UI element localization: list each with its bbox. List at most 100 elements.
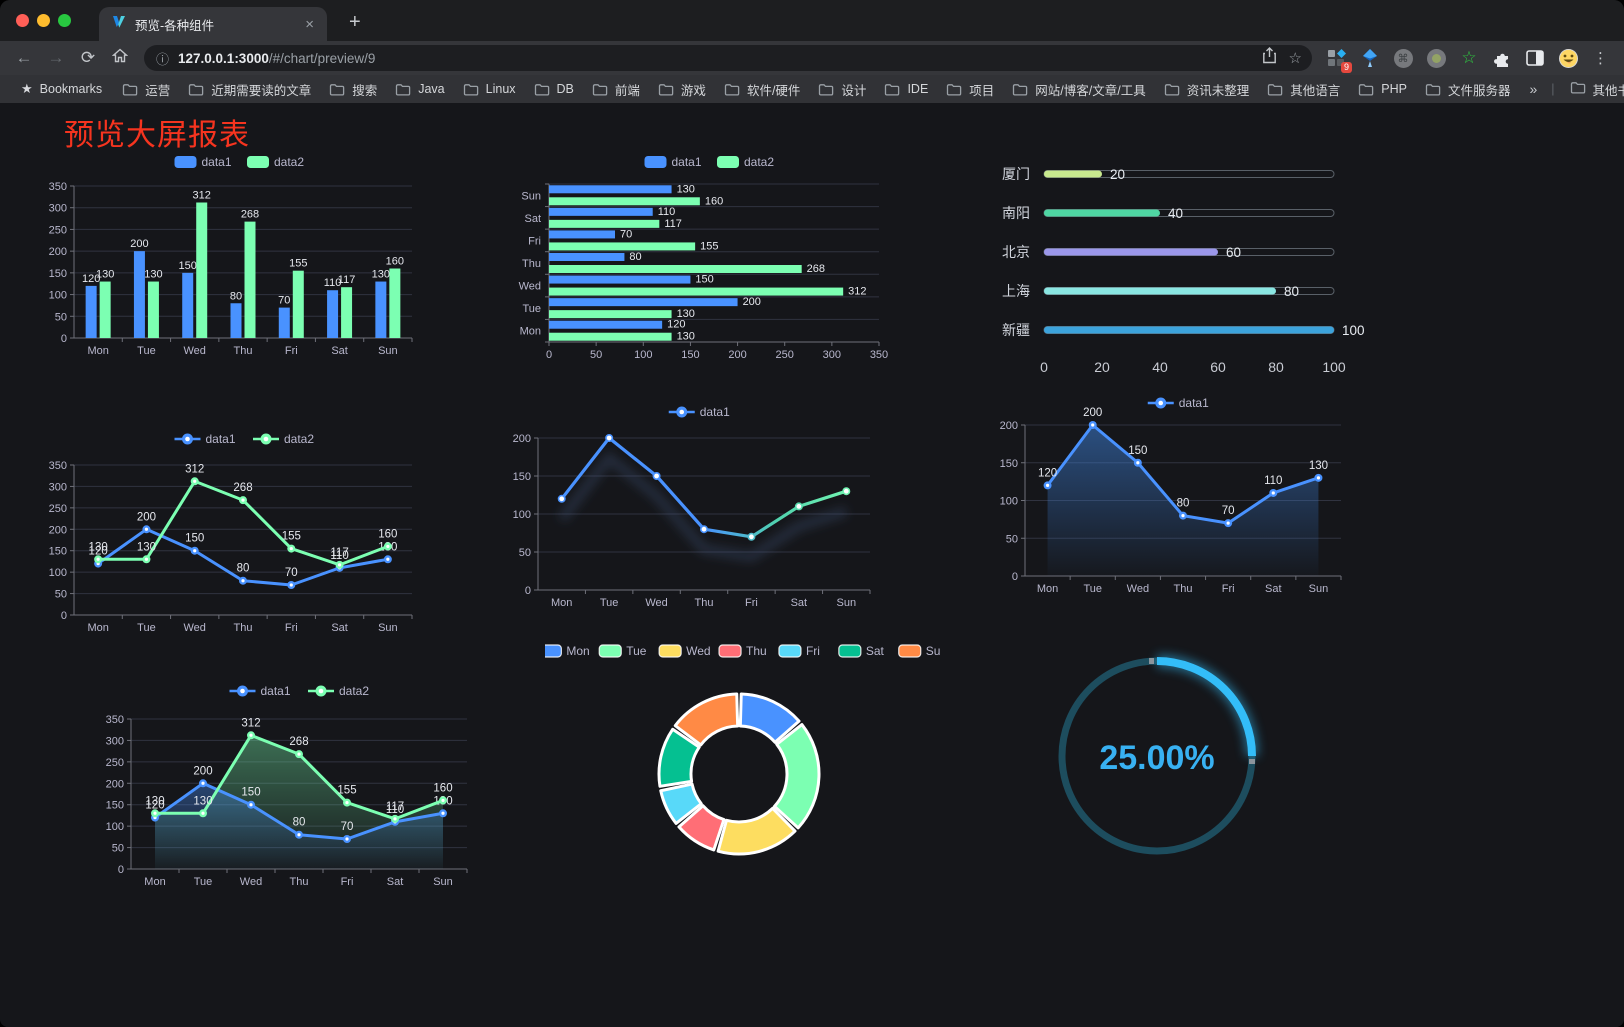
traffic-lights (0, 0, 85, 41)
bookmark-folder[interactable]: 近期需要读的文章 (179, 78, 320, 100)
browser-tab[interactable]: 预览-各种组件 × (99, 7, 327, 41)
svg-text:100: 100 (49, 290, 67, 302)
bookmarks-manager-item[interactable]: ★ Bookmarks (12, 78, 111, 100)
svg-text:268: 268 (289, 736, 308, 748)
bookmark-folder[interactable]: Linux (454, 78, 525, 100)
dual-area-chart: data1 data2 0 50 100 150 200 250 300 350 Mon Tue Wed… (95, 675, 475, 895)
bookmark-folder[interactable]: 搜索 (320, 78, 386, 100)
svg-text:Sun: Sun (926, 644, 940, 658)
svg-text:Wed: Wed (686, 644, 710, 658)
svg-text:data1: data1 (206, 432, 236, 446)
other-bookmarks-folder[interactable]: 其他书签 (1561, 78, 1624, 100)
reload-icon[interactable]: ⟳ (80, 48, 96, 67)
url-text[interactable]: 127.0.0.1:3000/#/chart/preview/9 (178, 51, 1262, 66)
bookmark-folder[interactable]: 软件/硬件 (715, 78, 809, 100)
new-tab-button[interactable]: + (349, 10, 361, 33)
svg-text:100: 100 (1342, 323, 1365, 338)
svg-text:data2: data2 (284, 432, 314, 446)
browser-toolbar: ← → ⟳ ⓘ 127.0.0.1:3000/#/chart/preview/9… (0, 41, 1624, 75)
bookmark-folder[interactable]: 文件服务器 (1416, 78, 1520, 100)
tab-title: 预览-各种组件 (135, 18, 215, 33)
bookmark-folder[interactable]: IDE (875, 78, 937, 100)
svg-text:Tue: Tue (626, 644, 647, 658)
svg-text:100: 100 (1000, 496, 1018, 508)
bookmark-folder[interactable]: 网站/博客/文章/工具 (1003, 78, 1154, 100)
back-icon[interactable]: ← (15, 48, 33, 67)
svg-text:312: 312 (185, 463, 204, 475)
extension-record-icon[interactable] (1425, 47, 1447, 69)
bookmark-folder[interactable]: 项目 (937, 78, 1003, 100)
svg-text:120: 120 (82, 273, 100, 285)
svg-text:150: 150 (179, 260, 197, 272)
svg-text:70: 70 (285, 567, 298, 579)
svg-text:250: 250 (49, 503, 67, 515)
dashboard-page: 预览大屏报表 data1 data2 0 50 100 150 200 250 300 350 Mo… (0, 103, 1624, 1027)
bookmark-folder[interactable]: 资讯未整理 (1155, 78, 1259, 100)
bookmark-folder[interactable]: 游戏 (649, 78, 715, 100)
bookmark-folder[interactable]: DB (525, 78, 583, 100)
single-area-chart: data1 0 50 100 150 200 Mon Tue Wed Thu Fri Sat Sun 12… (985, 391, 1353, 603)
forward-icon[interactable]: → (47, 48, 65, 67)
svg-text:150: 150 (185, 533, 204, 545)
svg-text:40: 40 (1152, 359, 1168, 375)
svg-text:0: 0 (546, 349, 552, 361)
extension-green-star-icon[interactable]: ☆ (1461, 48, 1477, 67)
bookmark-folder[interactable]: 前端 (583, 78, 649, 100)
page-title: 预览大屏报表 (64, 119, 250, 152)
bookmark-folder[interactable]: 其他语言 (1258, 78, 1349, 100)
emoji-extension-icon[interactable] (1557, 47, 1579, 69)
svg-text:110: 110 (1264, 475, 1282, 487)
svg-text:100: 100 (49, 567, 67, 579)
bookmark-folder[interactable]: PHP (1349, 78, 1416, 100)
tab-close-icon[interactable]: × (305, 15, 314, 33)
svg-text:Wed: Wed (240, 876, 262, 888)
bookmark-folder[interactable]: 运营 (113, 78, 179, 100)
svg-text:80: 80 (1284, 284, 1299, 299)
gauge-chart: 25.00% (1040, 638, 1275, 873)
bookmark-star-icon[interactable]: ☆ (1288, 50, 1302, 67)
extension-kite-icon[interactable] (1359, 47, 1381, 69)
svg-text:Sun: Sun (836, 597, 856, 609)
site-info-icon[interactable]: ⓘ (156, 51, 170, 67)
url-bar[interactable]: ⓘ 127.0.0.1:3000/#/chart/preview/9 ☆ (144, 45, 1312, 71)
svg-text:250: 250 (106, 757, 124, 769)
svg-text:350: 350 (870, 349, 888, 361)
svg-text:Sat: Sat (387, 876, 404, 888)
svg-text:Sat: Sat (331, 345, 348, 357)
svg-text:100: 100 (106, 821, 124, 833)
svg-text:Mon: Mon (566, 644, 589, 658)
maximize-window-button[interactable] (58, 14, 71, 27)
svg-text:Sat: Sat (791, 597, 808, 609)
svg-text:80: 80 (629, 251, 641, 263)
svg-text:Tue: Tue (1083, 583, 1102, 595)
svg-text:Sun: Sun (521, 190, 541, 202)
home-icon[interactable] (106, 48, 134, 68)
svg-text:Mon: Mon (520, 326, 541, 338)
bookmark-folder[interactable]: 设计 (809, 78, 875, 100)
svg-text:200: 200 (728, 349, 746, 361)
svg-text:50: 50 (1006, 533, 1018, 545)
extension-grid-icon[interactable]: 9 (1326, 47, 1352, 73)
extension-command-icon[interactable]: ⌘ (1392, 47, 1414, 69)
svg-text:130: 130 (677, 183, 695, 195)
share-icon[interactable] (1262, 47, 1277, 69)
svg-text:0: 0 (1012, 571, 1018, 583)
bookmark-folder[interactable]: Java (386, 78, 453, 100)
svg-text:100: 100 (513, 509, 531, 521)
close-window-button[interactable] (16, 14, 29, 27)
svg-text:150: 150 (49, 546, 67, 558)
svg-text:Fri: Fri (745, 597, 758, 609)
extensions-puzzle-icon[interactable] (1491, 47, 1513, 69)
sidebar-toggle-icon[interactable] (1524, 47, 1546, 69)
svg-text:Tue: Tue (137, 345, 156, 357)
svg-text:Mon: Mon (87, 622, 108, 634)
svg-text:160: 160 (705, 195, 723, 207)
svg-text:130: 130 (1309, 460, 1328, 472)
minimize-window-button[interactable] (37, 14, 50, 27)
bookmarks-overflow-icon[interactable]: » (1529, 81, 1538, 97)
svg-text:130: 130 (372, 269, 390, 281)
svg-text:120: 120 (1038, 467, 1057, 479)
svg-text:0: 0 (1040, 359, 1048, 375)
browser-menu-icon[interactable]: ⋮ (1593, 50, 1608, 67)
